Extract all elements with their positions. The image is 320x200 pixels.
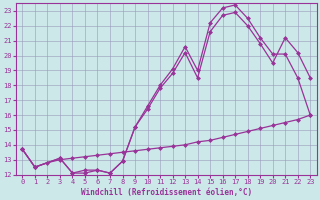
X-axis label: Windchill (Refroidissement éolien,°C): Windchill (Refroidissement éolien,°C): [81, 188, 252, 197]
